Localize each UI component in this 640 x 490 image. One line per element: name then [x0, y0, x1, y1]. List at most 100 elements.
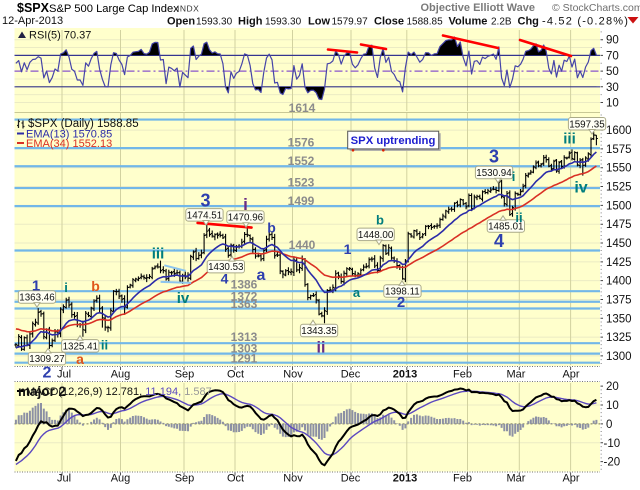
svg-text:1291: 1291 — [231, 352, 258, 366]
svg-text:Aug: Aug — [111, 473, 131, 485]
svg-text:i: i — [512, 169, 516, 184]
svg-text:1552: 1552 — [288, 154, 315, 168]
svg-text:Chg: Chg — [518, 16, 539, 28]
svg-text:1576: 1576 — [288, 136, 315, 150]
svg-text:Aug: Aug — [111, 369, 131, 381]
svg-text:Apr: Apr — [562, 369, 579, 381]
svg-text:0: 0 — [606, 419, 612, 431]
svg-text:Jul: Jul — [57, 369, 71, 381]
svg-text:EMA(34) 1552.13: EMA(34) 1552.13 — [26, 138, 112, 150]
svg-text:3: 3 — [200, 191, 210, 211]
svg-text:Sep: Sep — [175, 369, 195, 381]
svg-text:30: 30 — [606, 82, 619, 94]
svg-text:1470.96: 1470.96 — [228, 213, 264, 224]
svg-text:Jul: Jul — [57, 473, 71, 485]
svg-text:RSI(5) 70.37: RSI(5) 70.37 — [29, 30, 91, 42]
svg-text:i: i — [64, 280, 68, 295]
svg-text:2013: 2013 — [393, 369, 417, 381]
svg-text:1550: 1550 — [606, 163, 632, 175]
svg-text:1325.41: 1325.41 — [63, 341, 98, 352]
svg-text:2: 2 — [397, 294, 405, 311]
svg-text:b: b — [267, 220, 276, 236]
svg-text:1343.35: 1343.35 — [301, 326, 337, 337]
svg-text:1303: 1303 — [231, 342, 258, 356]
svg-text:b: b — [91, 278, 100, 294]
svg-text:70: 70 — [606, 50, 619, 62]
svg-text:1: 1 — [32, 277, 40, 294]
svg-text:1398.11: 1398.11 — [385, 287, 420, 298]
svg-text:Feb: Feb — [453, 369, 472, 381]
svg-text:1375: 1375 — [606, 295, 632, 307]
svg-text:1372: 1372 — [231, 290, 258, 304]
svg-text:Open: Open — [167, 16, 195, 28]
svg-text:iv: iv — [574, 179, 587, 196]
svg-text:i: i — [243, 195, 248, 214]
svg-text:MACD(12,26,9) 12.781, 11.194,: MACD(12,26,9) 12.781, 11.194, 1.587 — [26, 386, 212, 398]
svg-text:iii: iii — [152, 245, 165, 262]
svg-text:-10: -10 — [604, 438, 621, 450]
svg-text:1430.53: 1430.53 — [208, 262, 244, 273]
svg-text:Objective Elliott Wave: Objective Elliott Wave — [421, 2, 536, 14]
svg-text:1313: 1313 — [231, 330, 258, 344]
svg-text:iii: iii — [563, 130, 576, 147]
svg-text:Dec: Dec — [341, 369, 361, 381]
svg-text:20: 20 — [606, 381, 619, 393]
svg-text:Nov: Nov — [283, 369, 303, 381]
svg-text:4: 4 — [494, 231, 504, 251]
svg-text:4: 4 — [221, 271, 229, 287]
svg-text:Mar: Mar — [507, 369, 526, 381]
svg-text:a: a — [353, 285, 361, 300]
svg-text:Feb: Feb — [453, 473, 472, 485]
svg-text:Low: Low — [308, 16, 330, 28]
svg-text:1474.51: 1474.51 — [187, 210, 222, 221]
svg-text:1525: 1525 — [606, 182, 632, 194]
svg-text:a: a — [76, 351, 84, 367]
svg-text:1: 1 — [344, 241, 352, 257]
svg-text:1386: 1386 — [231, 278, 258, 292]
svg-text:1475: 1475 — [606, 219, 632, 231]
svg-text:$SPX (Daily) 1588.85: $SPX (Daily) 1588.85 — [28, 118, 139, 130]
svg-text:iv: iv — [177, 290, 190, 307]
svg-text:1309.27: 1309.27 — [29, 354, 64, 365]
svg-text:1425: 1425 — [606, 257, 632, 269]
svg-text:1325: 1325 — [606, 332, 632, 344]
svg-text:High: High — [238, 16, 263, 28]
svg-text:1593.30: 1593.30 — [196, 17, 233, 28]
svg-text:1523: 1523 — [288, 176, 315, 190]
svg-text:1593.30: 1593.30 — [265, 17, 302, 28]
svg-text:-20: -20 — [604, 457, 621, 469]
svg-text:© StockCharts.com: © StockCharts.com — [552, 2, 640, 14]
svg-text:1579.97: 1579.97 — [332, 17, 369, 28]
svg-text:1448.00: 1448.00 — [358, 230, 394, 241]
svg-text:1300: 1300 — [606, 351, 632, 363]
svg-text:ii: ii — [317, 339, 326, 356]
svg-text:1499: 1499 — [288, 194, 315, 208]
svg-text:50: 50 — [606, 66, 619, 78]
svg-text:Mar: Mar — [507, 473, 526, 485]
svg-text:ii: ii — [515, 210, 522, 225]
svg-text:1350: 1350 — [606, 313, 632, 325]
svg-text:Close: Close — [374, 16, 404, 28]
svg-text:S&P 500 Large Cap Index: S&P 500 Large Cap Index — [49, 3, 179, 15]
svg-text:1588.85: 1588.85 — [407, 17, 444, 28]
svg-text:1363: 1363 — [231, 297, 258, 311]
svg-text:1363.46: 1363.46 — [19, 293, 55, 304]
svg-text:1485.01: 1485.01 — [488, 222, 523, 233]
svg-text:3: 3 — [489, 147, 499, 167]
svg-text:INDX: INDX — [177, 4, 199, 14]
svg-text:Apr: Apr — [562, 473, 579, 485]
svg-text:-4.52 (-0.28%): -4.52 (-0.28%) — [542, 16, 629, 28]
svg-text:Volume: Volume — [449, 16, 488, 28]
svg-text:2013: 2013 — [393, 473, 417, 485]
svg-text:1575: 1575 — [606, 144, 632, 156]
svg-text:major 2: major 2 — [18, 384, 66, 399]
svg-text:Sep: Sep — [175, 473, 195, 485]
svg-text:Oct: Oct — [227, 369, 244, 381]
svg-text:Nov: Nov — [283, 473, 303, 485]
svg-text:SPX uptrending: SPX uptrending — [351, 135, 436, 147]
svg-text:Dec: Dec — [341, 473, 361, 485]
svg-text:b: b — [376, 213, 384, 228]
svg-text:12-Apr-2013: 12-Apr-2013 — [2, 15, 63, 27]
svg-text:EMA(13) 1570.85: EMA(13) 1570.85 — [26, 129, 112, 141]
svg-text:1440: 1440 — [289, 238, 316, 252]
